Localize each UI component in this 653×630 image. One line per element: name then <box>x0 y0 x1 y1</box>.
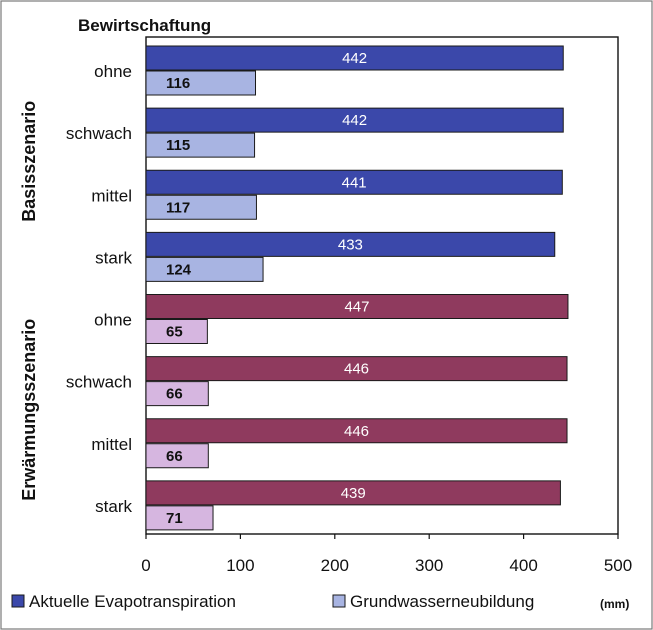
data-label-grundwasserneubildung: 65 <box>166 324 183 341</box>
bar-grundwasserneubildung <box>145 256 264 282</box>
chart-title: Bewirtschaftung <box>78 16 211 35</box>
legend-swatch-evapotranspiration <box>11 594 25 608</box>
bar-evapotranspiration <box>145 231 556 257</box>
bar-evapotranspiration <box>145 107 564 133</box>
bar-grundwasserneubildung <box>145 70 257 96</box>
category-label: schwach <box>66 373 132 392</box>
bar-evapotranspiration <box>145 45 564 71</box>
group-label: Erwärmungsszenario <box>19 319 39 501</box>
data-label-grundwasserneubildung: 66 <box>166 448 183 465</box>
category-label: stark <box>95 248 132 267</box>
data-label-evapotranspiration: 442 <box>342 50 367 67</box>
bar-grundwasserneubildung <box>145 132 256 158</box>
category-label: ohne <box>94 62 132 81</box>
legend-label-grundwasserneubildung: Grundwasserneubildung <box>350 592 534 611</box>
data-label-grundwasserneubildung: 66 <box>166 386 183 403</box>
x-tick-label: 0 <box>141 556 150 575</box>
bar-grundwasserneubildung <box>145 194 257 220</box>
data-label-grundwasserneubildung: 71 <box>166 510 183 527</box>
data-label-grundwasserneubildung: 116 <box>166 75 190 92</box>
data-label-grundwasserneubildung: 124 <box>166 261 192 278</box>
bar-grundwasserneubildung <box>145 443 209 469</box>
category-label: mittel <box>91 435 132 454</box>
category-label: stark <box>95 497 132 516</box>
x-tick-label: 100 <box>226 556 254 575</box>
category-label: ohne <box>94 311 132 330</box>
data-label-evapotranspiration: 446 <box>344 423 369 440</box>
bar-grundwasserneubildung <box>145 319 208 344</box>
x-tick-label: 500 <box>604 556 632 575</box>
legend-label-evapotranspiration: Aktuelle Evapotranspiration <box>29 592 236 611</box>
data-label-evapotranspiration: 442 <box>342 112 367 129</box>
data-label-grundwasserneubildung: 115 <box>166 137 190 154</box>
data-label-evapotranspiration: 439 <box>341 485 366 502</box>
category-label: schwach <box>66 124 132 143</box>
category-label: mittel <box>91 186 132 205</box>
data-label-evapotranspiration: 441 <box>342 174 367 191</box>
bar-grundwasserneubildung <box>145 505 214 531</box>
x-tick-label: 200 <box>321 556 349 575</box>
data-label-evapotranspiration: 447 <box>344 299 369 316</box>
bar-evapotranspiration <box>145 169 563 195</box>
bar-evapotranspiration <box>145 356 568 382</box>
bar-evapotranspiration <box>145 480 561 506</box>
bar-evapotranspiration <box>145 418 568 444</box>
x-tick-label: 300 <box>415 556 443 575</box>
unit-label: (mm) <box>600 597 629 611</box>
legend-swatch-grundwasserneubildung <box>332 594 346 608</box>
x-tick-label: 400 <box>509 556 537 575</box>
data-label-evapotranspiration: 446 <box>344 361 369 378</box>
bar-evapotranspiration <box>145 294 569 319</box>
group-label: Basisszenario <box>19 101 39 222</box>
data-label-grundwasserneubildung: 117 <box>166 199 190 216</box>
bar-grundwasserneubildung <box>145 381 209 407</box>
data-label-evapotranspiration: 433 <box>338 236 363 253</box>
